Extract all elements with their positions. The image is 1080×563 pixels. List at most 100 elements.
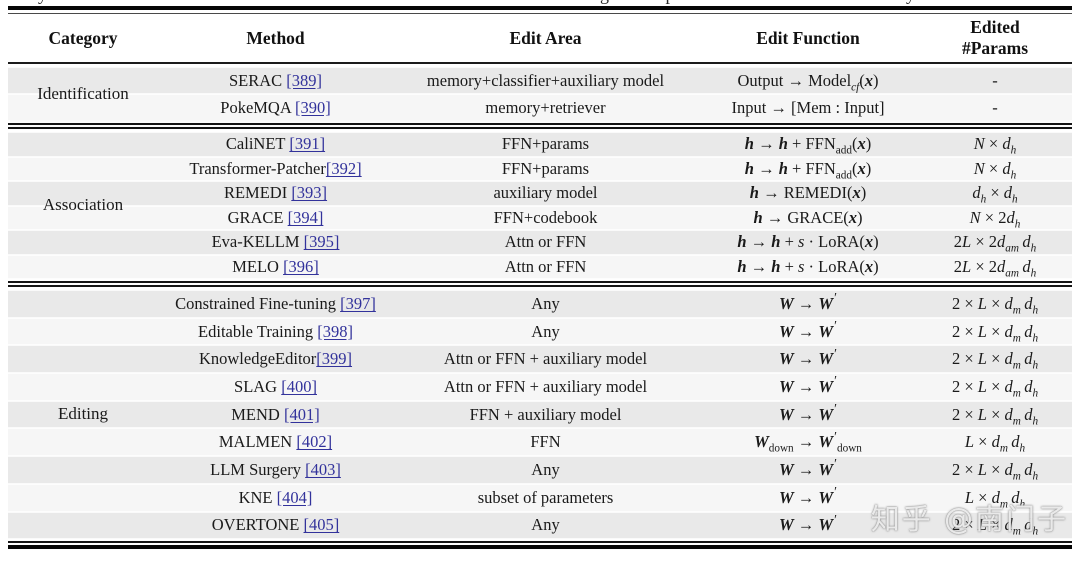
citation-link[interactable]: [400] <box>281 376 317 396</box>
citation-link[interactable]: [399] <box>316 349 353 369</box>
table-section: Association CaliNET [391] FFN+params h → h … <box>8 129 1072 281</box>
edit-function-cell: h → h + FFNadd(x) <box>744 134 872 157</box>
header-rule <box>8 62 1072 64</box>
table-section: Editing Constrained Fine-tuning [397] Any W… <box>8 287 1072 541</box>
edit-area-cell: FFN+codebook <box>493 207 598 227</box>
edit-area-cell: FFN+params <box>501 134 590 154</box>
edit-function-cell: W → W′ <box>779 345 837 369</box>
edited-params-cell: L × dm dh <box>964 432 1026 455</box>
citation-link[interactable]: [392] <box>325 158 362 178</box>
method-name: SLAG <box>234 376 282 396</box>
edited-params-cell: 2L × 2dam dh <box>953 256 1037 280</box>
column-header-category: Category <box>48 27 118 48</box>
method-name: REMEDI <box>223 183 292 203</box>
edited-params-cell: 2 × L × dm dh <box>951 515 1039 538</box>
edit-area-cell: Any <box>531 321 560 341</box>
citation-link[interactable]: [402] <box>296 432 333 452</box>
table-row: PokeMQA [390] memory+retriever Input → [Me… <box>8 94 1072 121</box>
category-label: Identification <box>37 83 129 103</box>
edit-area-cell: FFN + auxiliary model <box>469 404 622 424</box>
cropped-caption-fragment: y <box>38 0 47 5</box>
table-row: Transformer-Patcher[392] FFN+params h → h … <box>8 156 1072 182</box>
citation-link[interactable]: [389] <box>286 70 323 90</box>
method-cell: Editable Training [398] <box>158 322 393 342</box>
column-header-method: Method <box>246 27 305 48</box>
edit-area-cell: auxiliary model <box>493 183 598 203</box>
method-name: Transformer-Patcher <box>189 158 326 178</box>
bottom-rule <box>8 541 1072 550</box>
edit-function-cell: W → W′ <box>779 511 837 535</box>
method-name: CaliNET <box>225 134 290 154</box>
section-divider <box>8 123 1072 129</box>
cropped-caption-text: y g p y <box>8 0 1072 6</box>
edited-params-cell: dh × dh <box>972 183 1018 206</box>
citation-link[interactable]: [403] <box>305 459 341 479</box>
table-row: CaliNET [391] FFN+params h → h + FFNadd(x)… <box>8 132 1072 157</box>
citation-link[interactable]: [397] <box>340 293 376 313</box>
edit-area-cell: FFN <box>530 432 561 452</box>
citation-link[interactable]: [405] <box>303 515 340 535</box>
method-cell: REMEDI [393] <box>158 183 393 203</box>
table-section: Identification SERAC [389] memory+classifi… <box>8 64 1072 123</box>
citation-link[interactable]: [394] <box>287 207 324 227</box>
table-row: KNE [404] subset of parameters W → W′ L × d… <box>8 483 1072 512</box>
method-name: GRACE <box>227 207 288 227</box>
edited-params-cell: 2 × L × dm dh <box>951 459 1039 483</box>
table-row: Constrained Fine-tuning [397] Any W → W′ 2 … <box>8 290 1072 318</box>
edit-area-cell: Attn or FFN + auxiliary model <box>443 349 648 369</box>
method-cell: MEND [401] <box>158 405 393 425</box>
citation-link[interactable]: [396] <box>283 256 319 276</box>
edited-params-cell: N × dh <box>973 158 1017 182</box>
edit-area-cell: Any <box>531 459 560 479</box>
edited-params-cell: N × 2dh <box>969 207 1021 231</box>
method-cell: PokeMQA [390] <box>158 98 393 118</box>
edit-function-cell: Input → [Mem : Input] <box>731 97 885 117</box>
edit-function-cell: Wdown → W′down <box>754 428 862 455</box>
edit-area-cell: Attn or FFN <box>504 256 587 276</box>
edit-area-cell: Attn or FFN <box>504 232 587 252</box>
citation-link[interactable]: [393] <box>291 183 328 203</box>
method-cell: KnowledgeEditor[399] <box>158 349 393 369</box>
citation-link[interactable]: [404] <box>276 487 313 507</box>
method-name: KNE <box>238 487 277 507</box>
edit-area-cell: memory+classifier+auxiliary model <box>426 70 665 90</box>
column-header-edited-params: Edited #Params <box>961 17 1029 58</box>
zhihu-watermark: 知乎 @南门子 <box>870 502 1068 536</box>
edited-params-cell: 2L × 2dam dh <box>953 232 1037 255</box>
citation-link[interactable]: [390] <box>294 97 331 117</box>
method-cell: SERAC [389] <box>158 71 393 91</box>
method-cell: KNE [404] <box>158 488 393 508</box>
citation-link[interactable]: [398] <box>317 321 353 341</box>
table-row: LLM Surgery [403] Any W → W′ 2 × L × dm dh <box>8 456 1072 484</box>
method-cell: CaliNET [391] <box>158 134 393 154</box>
edit-function-cell: W → W′ <box>779 373 837 396</box>
edit-function-cell: W → W′ <box>779 401 837 424</box>
edited-params-cell: 2 × L × dm dh <box>951 376 1039 400</box>
edited-params-cell: 2 × L × dm dh <box>951 404 1039 427</box>
edit-area-cell: Any <box>531 293 560 313</box>
citation-link[interactable]: [395] <box>303 232 340 252</box>
citation-link[interactable]: [401] <box>283 404 320 424</box>
table-row: MELO [396] Attn or FFN h → h + s · LoRA(x)… <box>8 254 1072 280</box>
table-row: SLAG [400] Attn or FFN + auxiliary model W… <box>8 373 1072 401</box>
method-name: MEND <box>231 404 284 424</box>
table-row: OVERTONE [405] Any W → W′ 2 × L × dm dh <box>8 511 1072 540</box>
edit-area-cell: Any <box>531 515 560 535</box>
methods-table: y g p y Category Method Edit Area Edit F… <box>8 0 1072 550</box>
table-row: GRACE [394] FFN+codebook h → GRACE(x) N × 2… <box>8 205 1072 231</box>
edit-function-cell: h → REMEDI(x) <box>749 183 867 203</box>
edited-params-cell: N × dh <box>973 134 1017 157</box>
method-name: KnowledgeEditor <box>198 349 317 369</box>
edited-params-cell: 2 × L × dm dh <box>951 293 1039 317</box>
table-row: KnowledgeEditor[399] Attn or FFN + auxili… <box>8 345 1072 374</box>
method-cell: MELO [396] <box>158 257 393 277</box>
method-name: MALMEN <box>218 432 297 452</box>
citation-link[interactable]: [391] <box>289 134 326 154</box>
edit-function-cell: W → W′ <box>779 456 837 479</box>
table-row: Eva-KELLM [395] Attn or FFN h → h + s · Lo… <box>8 230 1072 255</box>
method-cell: OVERTONE [405] <box>158 515 393 535</box>
cropped-caption-fragment: y <box>906 0 915 5</box>
method-cell: SLAG [400] <box>158 377 393 397</box>
edit-area-cell: Attn or FFN + auxiliary model <box>443 376 648 396</box>
edited-params-cell: 2 × L × dm dh <box>951 349 1039 372</box>
